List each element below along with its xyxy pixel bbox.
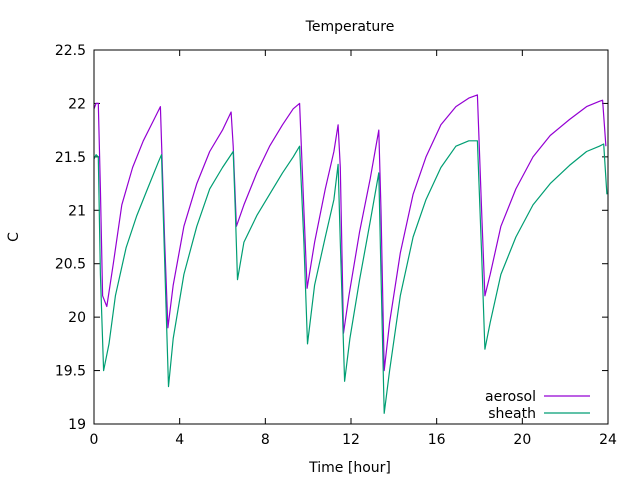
y-tick-label: 21 xyxy=(68,203,86,219)
y-tick-label: 21.5 xyxy=(55,150,86,166)
series-line-aerosol xyxy=(93,94,607,372)
x-tick-label: 0 xyxy=(90,432,99,448)
series-layer xyxy=(93,94,608,414)
x-tick-label: 12 xyxy=(342,432,360,448)
y-tick-label: 22 xyxy=(68,96,86,112)
series-line-sheath xyxy=(93,140,608,414)
x-tick-label: 4 xyxy=(175,432,184,448)
legend-label-sheath: sheath xyxy=(488,406,536,422)
plot-area-border xyxy=(93,49,609,425)
y-tick-label: 19.5 xyxy=(55,364,86,380)
y-tick-label: 22.5 xyxy=(55,43,86,59)
y-axis-title: C xyxy=(6,232,22,242)
x-axis-title: Time [hour] xyxy=(308,460,391,476)
legend-label-aerosol: aerosol xyxy=(485,389,536,405)
y-tick-label: 20 xyxy=(68,310,86,326)
y-tick-label: 19 xyxy=(68,417,86,433)
axis-ticks: 0 4 8 12 16 20 24 19 19.5 20 20.5 21 21.5 22 22.5 xyxy=(55,43,617,448)
x-tick-label: 24 xyxy=(599,432,617,448)
x-tick-label: 8 xyxy=(261,432,270,448)
chart-title: Temperature xyxy=(305,19,395,35)
x-tick-label: 20 xyxy=(513,432,531,448)
y-tick-label: 20.5 xyxy=(55,257,86,273)
x-tick-label: 16 xyxy=(428,432,446,448)
